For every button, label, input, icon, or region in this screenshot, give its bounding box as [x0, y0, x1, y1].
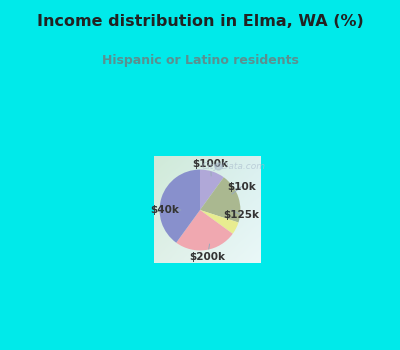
Text: $10k: $10k: [227, 182, 256, 194]
Wedge shape: [200, 210, 238, 234]
Wedge shape: [200, 177, 240, 223]
Wedge shape: [160, 169, 200, 243]
Text: City-Data.com: City-Data.com: [202, 162, 266, 171]
Text: $125k: $125k: [224, 210, 260, 220]
Text: $200k: $200k: [190, 244, 226, 262]
Text: $40k: $40k: [150, 205, 181, 215]
Wedge shape: [200, 169, 224, 210]
Text: Income distribution in Elma, WA (%): Income distribution in Elma, WA (%): [37, 14, 363, 29]
Wedge shape: [176, 210, 233, 251]
Text: Hispanic or Latino residents: Hispanic or Latino residents: [102, 54, 298, 66]
Text: $100k: $100k: [193, 159, 229, 176]
